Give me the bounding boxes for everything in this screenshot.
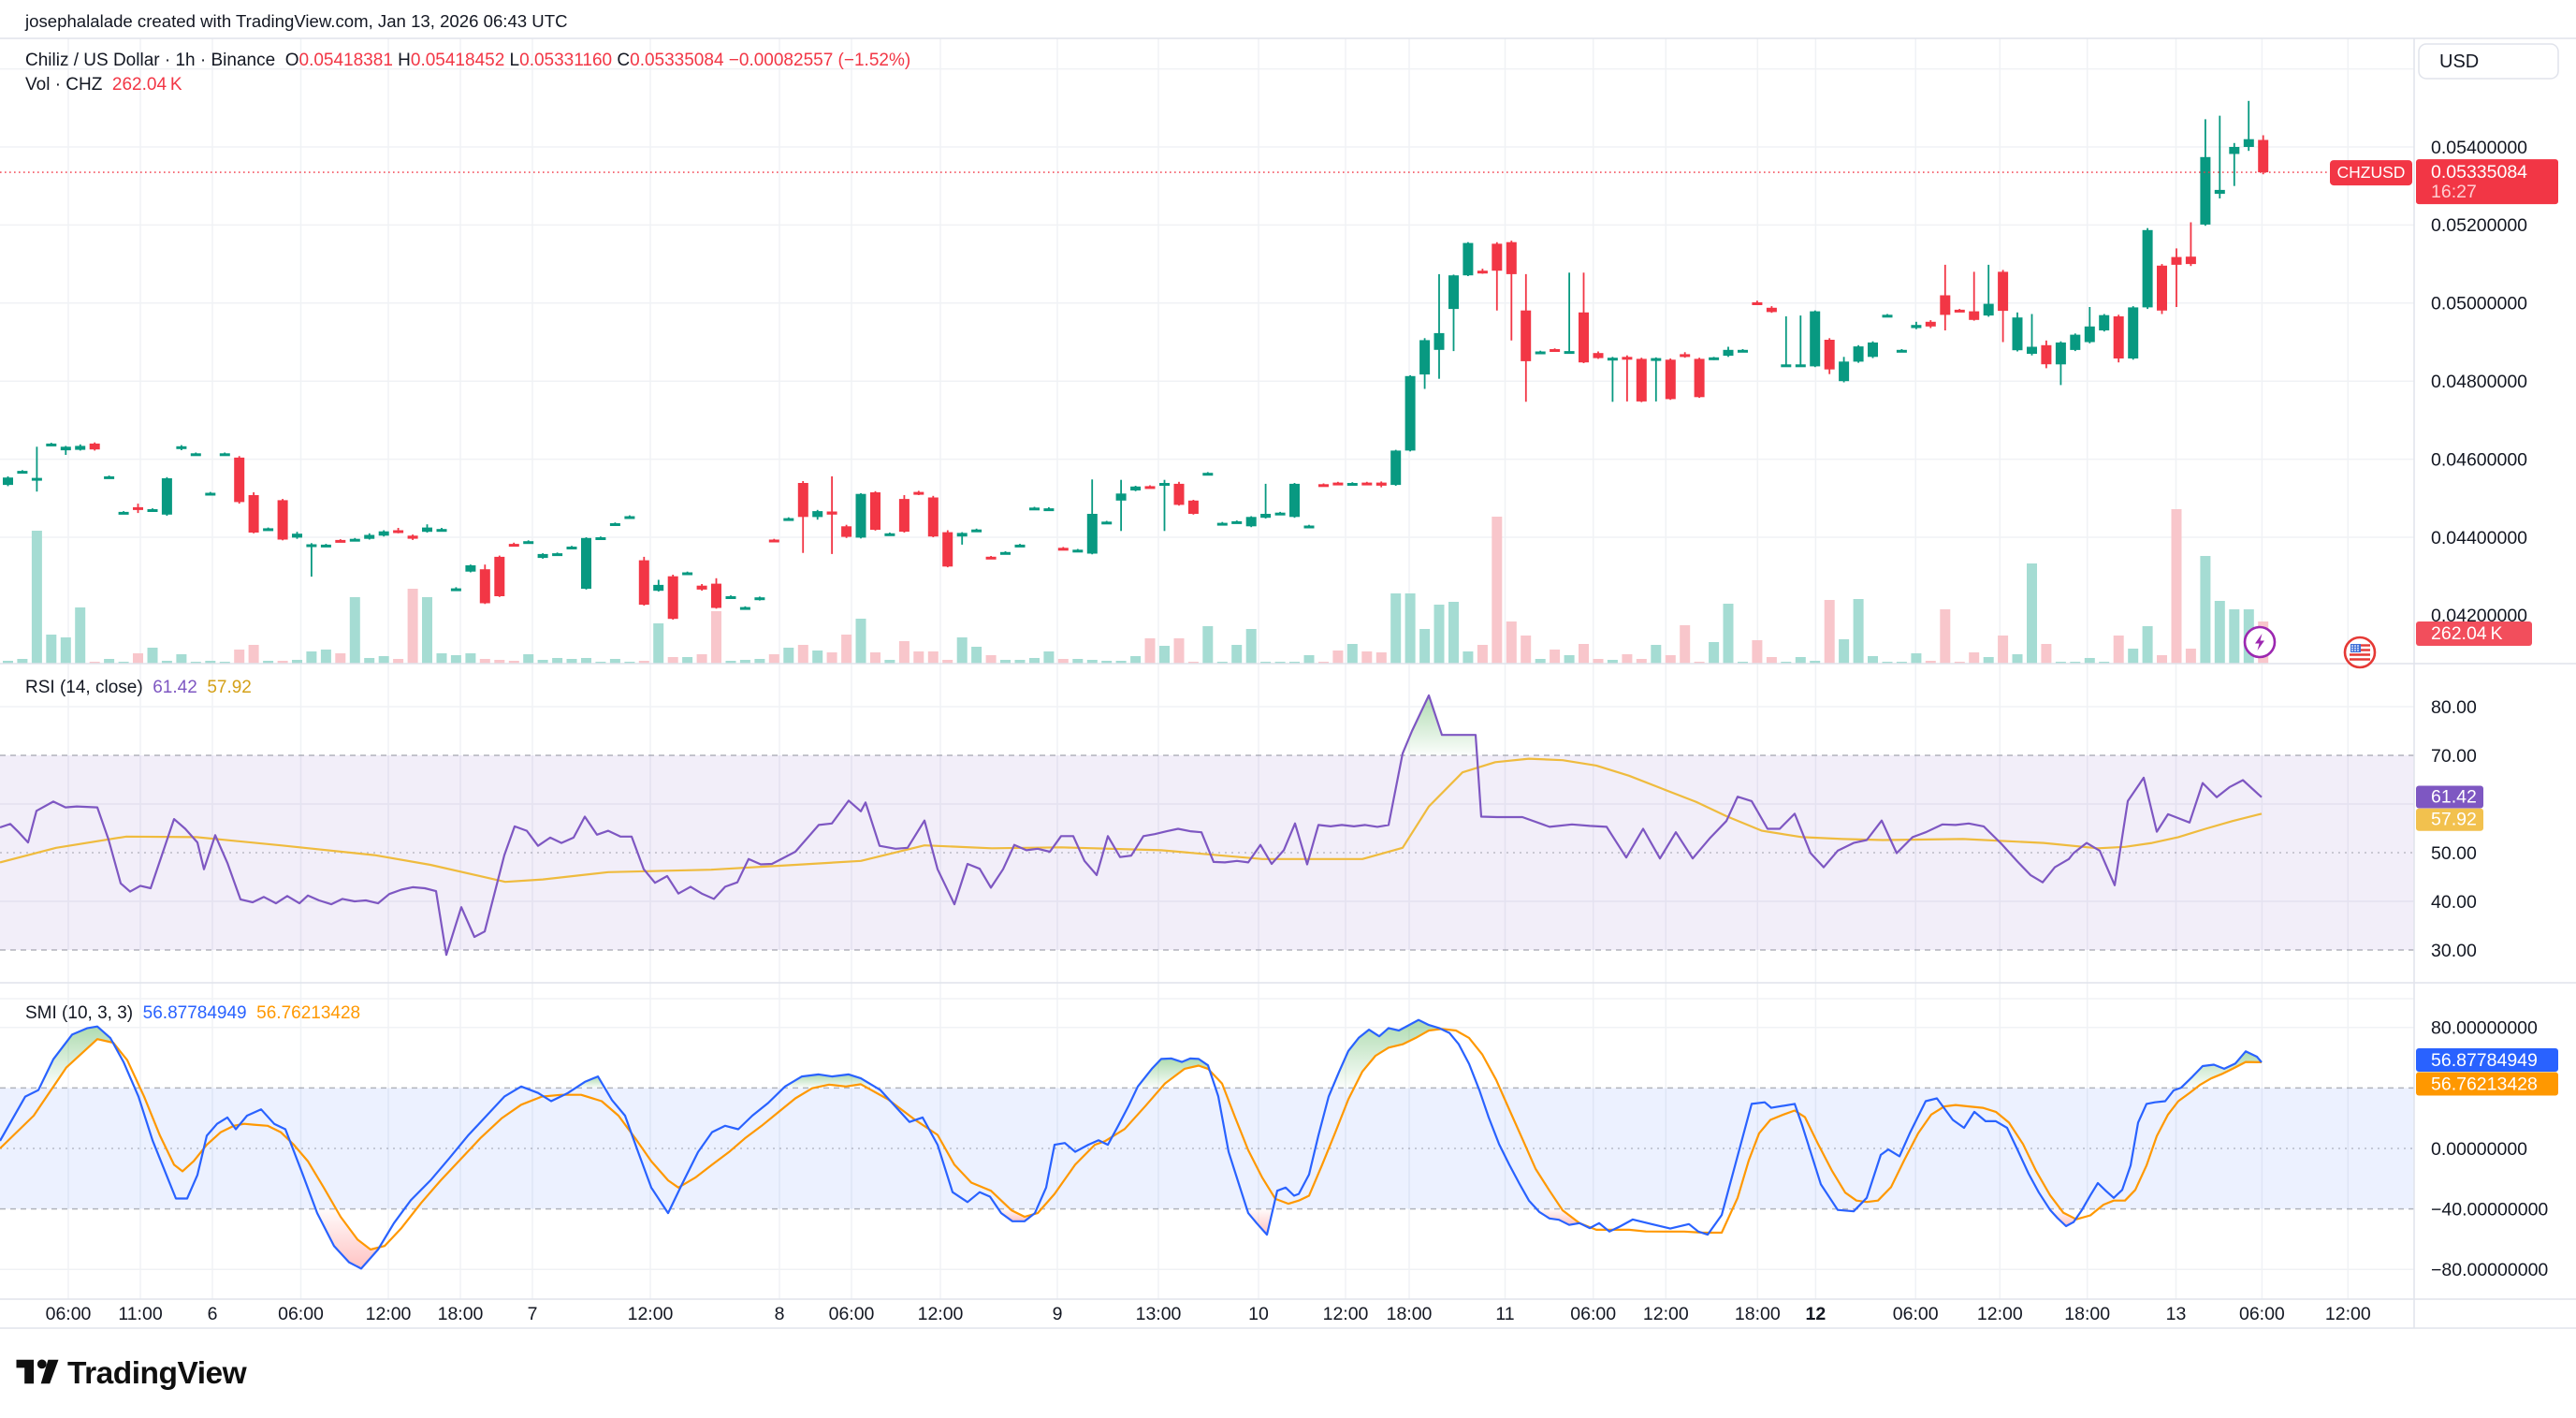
svg-text:06:00: 06:00: [1570, 1304, 1616, 1324]
svg-text:40.00: 40.00: [2431, 892, 2477, 913]
svg-text:0.05200000: 0.05200000: [2431, 215, 2527, 236]
svg-text:61.42: 61.42: [2431, 787, 2477, 808]
svg-text:262.04 K: 262.04 K: [2431, 623, 2503, 644]
svg-text:12:00: 12:00: [1643, 1304, 1689, 1324]
svg-text:RSI (14, close) 61.42 57.92: RSI (14, close) 61.42 57.92: [25, 678, 252, 697]
svg-text:−80.00000000: −80.00000000: [2431, 1260, 2548, 1280]
svg-text:18:00: 18:00: [1387, 1304, 1433, 1324]
svg-text:0.04800000: 0.04800000: [2431, 372, 2527, 392]
svg-text:josephalalade created with Tra: josephalalade created with TradingView.c…: [24, 11, 568, 31]
svg-text:9: 9: [1053, 1304, 1063, 1324]
svg-text:0.04400000: 0.04400000: [2431, 528, 2527, 548]
svg-text:0.05335084: 0.05335084: [2431, 162, 2527, 183]
svg-text:18:00: 18:00: [438, 1304, 484, 1324]
svg-text:50.00: 50.00: [2431, 843, 2477, 864]
svg-text:7: 7: [528, 1304, 538, 1324]
svg-text:18:00: 18:00: [1735, 1304, 1781, 1324]
svg-text:Chiliz / US Dollar · 1h · Bina: Chiliz / US Dollar · 1h · Binance O0.054…: [25, 51, 910, 70]
svg-text:12:00: 12:00: [628, 1304, 674, 1324]
svg-text:11: 11: [1495, 1304, 1514, 1324]
svg-text:12:00: 12:00: [2325, 1304, 2371, 1324]
svg-text:06:00: 06:00: [46, 1304, 92, 1324]
svg-text:18:00: 18:00: [2064, 1304, 2110, 1324]
svg-text:USD: USD: [2439, 51, 2479, 72]
svg-text:13: 13: [2166, 1304, 2187, 1324]
svg-text:11:00: 11:00: [118, 1304, 163, 1324]
svg-text:Vol · CHZ 262.04 K: Vol · CHZ 262.04 K: [25, 75, 182, 95]
svg-text:0.04600000: 0.04600000: [2431, 449, 2527, 470]
svg-text:70.00: 70.00: [2431, 746, 2477, 767]
svg-text:10: 10: [1248, 1304, 1269, 1324]
svg-text:CHZUSD: CHZUSD: [2337, 163, 2406, 182]
svg-text:8: 8: [775, 1304, 785, 1324]
svg-text:TradingView: TradingView: [67, 1356, 248, 1391]
svg-text:12:00: 12:00: [366, 1304, 412, 1324]
svg-text:0.04200000: 0.04200000: [2431, 606, 2527, 626]
svg-text:06:00: 06:00: [1893, 1304, 1939, 1324]
svg-text:6: 6: [208, 1304, 218, 1324]
svg-text:80.00: 80.00: [2431, 697, 2477, 718]
svg-text:12:00: 12:00: [918, 1304, 964, 1324]
svg-text:30.00: 30.00: [2431, 941, 2477, 961]
svg-text:57.92: 57.92: [2431, 810, 2477, 830]
svg-text:12:00: 12:00: [1323, 1304, 1369, 1324]
svg-text:80.00000000: 80.00000000: [2431, 1018, 2538, 1039]
svg-text:06:00: 06:00: [2239, 1304, 2285, 1324]
svg-text:56.87784949: 56.87784949: [2431, 1050, 2538, 1071]
svg-text:56.76213428: 56.76213428: [2431, 1074, 2538, 1095]
svg-text:06:00: 06:00: [278, 1304, 324, 1324]
svg-text:12:00: 12:00: [1977, 1304, 2023, 1324]
svg-text:06:00: 06:00: [829, 1304, 875, 1324]
svg-text:0.00000000: 0.00000000: [2431, 1139, 2527, 1160]
svg-text:0.05400000: 0.05400000: [2431, 138, 2527, 158]
svg-text:13:00: 13:00: [1136, 1304, 1182, 1324]
svg-text:16:27: 16:27: [2431, 182, 2477, 202]
svg-text:−40.00000000: −40.00000000: [2431, 1199, 2548, 1220]
svg-text:SMI (10, 3, 3) 56.87784949 5: SMI (10, 3, 3) 56.87784949 56.76213428: [25, 1003, 360, 1023]
svg-text:0.05000000: 0.05000000: [2431, 294, 2527, 314]
svg-text:12: 12: [1806, 1304, 1826, 1324]
